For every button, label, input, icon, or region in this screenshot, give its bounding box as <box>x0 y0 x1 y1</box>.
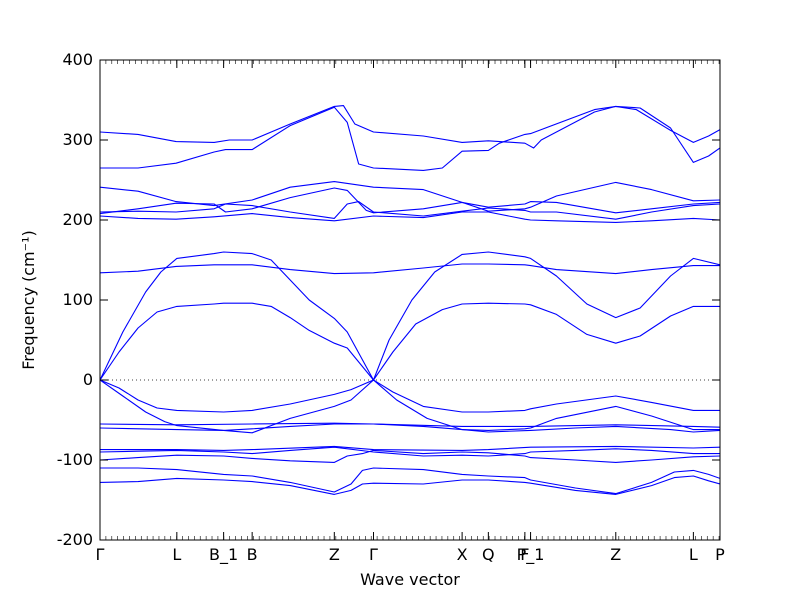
series-line-12 <box>100 422 720 428</box>
y-tick-label: 400 <box>62 50 93 69</box>
series-line-8 <box>100 251 720 381</box>
x-tick-label: Z <box>610 545 621 564</box>
x-axis-label: Wave vector <box>360 570 460 589</box>
y-tick-label: 0 <box>83 370 93 389</box>
series-line-16 <box>100 449 720 463</box>
series-line-7 <box>100 263 720 275</box>
series-line-9 <box>100 302 720 381</box>
plot-frame <box>99 59 721 541</box>
x-tick-label: B <box>247 545 258 564</box>
y-tick-label: -100 <box>57 450 93 469</box>
series-line-3 <box>100 181 720 212</box>
x-tick-label: P <box>715 545 725 564</box>
x-tick-label: Q <box>482 545 495 564</box>
series-line-5 <box>100 201 720 220</box>
series-line-10 <box>100 379 720 413</box>
x-tick-label: P_1 <box>517 545 545 565</box>
y-tick-label: -200 <box>57 530 93 549</box>
series-line-17 <box>100 467 720 495</box>
series-line-18 <box>100 475 720 495</box>
series-line-13 <box>100 423 720 433</box>
series-line-2 <box>100 105 720 171</box>
y-tick-label: 200 <box>62 210 93 229</box>
x-tick-label: Γ <box>96 545 105 564</box>
series-layer <box>100 105 720 495</box>
y-axis-label: Frequency (cm⁻¹) <box>19 230 38 369</box>
x-tick-label: F <box>520 545 529 564</box>
series-line-11 <box>100 379 720 434</box>
x-tick-label: X <box>457 545 468 564</box>
y-tick-label: 100 <box>62 290 93 309</box>
y-tick-label: 300 <box>62 130 93 149</box>
x-tick-label: L <box>172 545 181 564</box>
series-line-6 <box>100 211 720 223</box>
x-tick-label: Γ <box>369 545 378 564</box>
series-line-14 <box>100 445 720 451</box>
x-tick-label: Z <box>329 545 340 564</box>
x-tick-label: B_1 <box>209 545 238 565</box>
x-tick-label: L <box>689 545 698 564</box>
series-line-15 <box>100 446 720 457</box>
series-line-1 <box>100 105 720 149</box>
